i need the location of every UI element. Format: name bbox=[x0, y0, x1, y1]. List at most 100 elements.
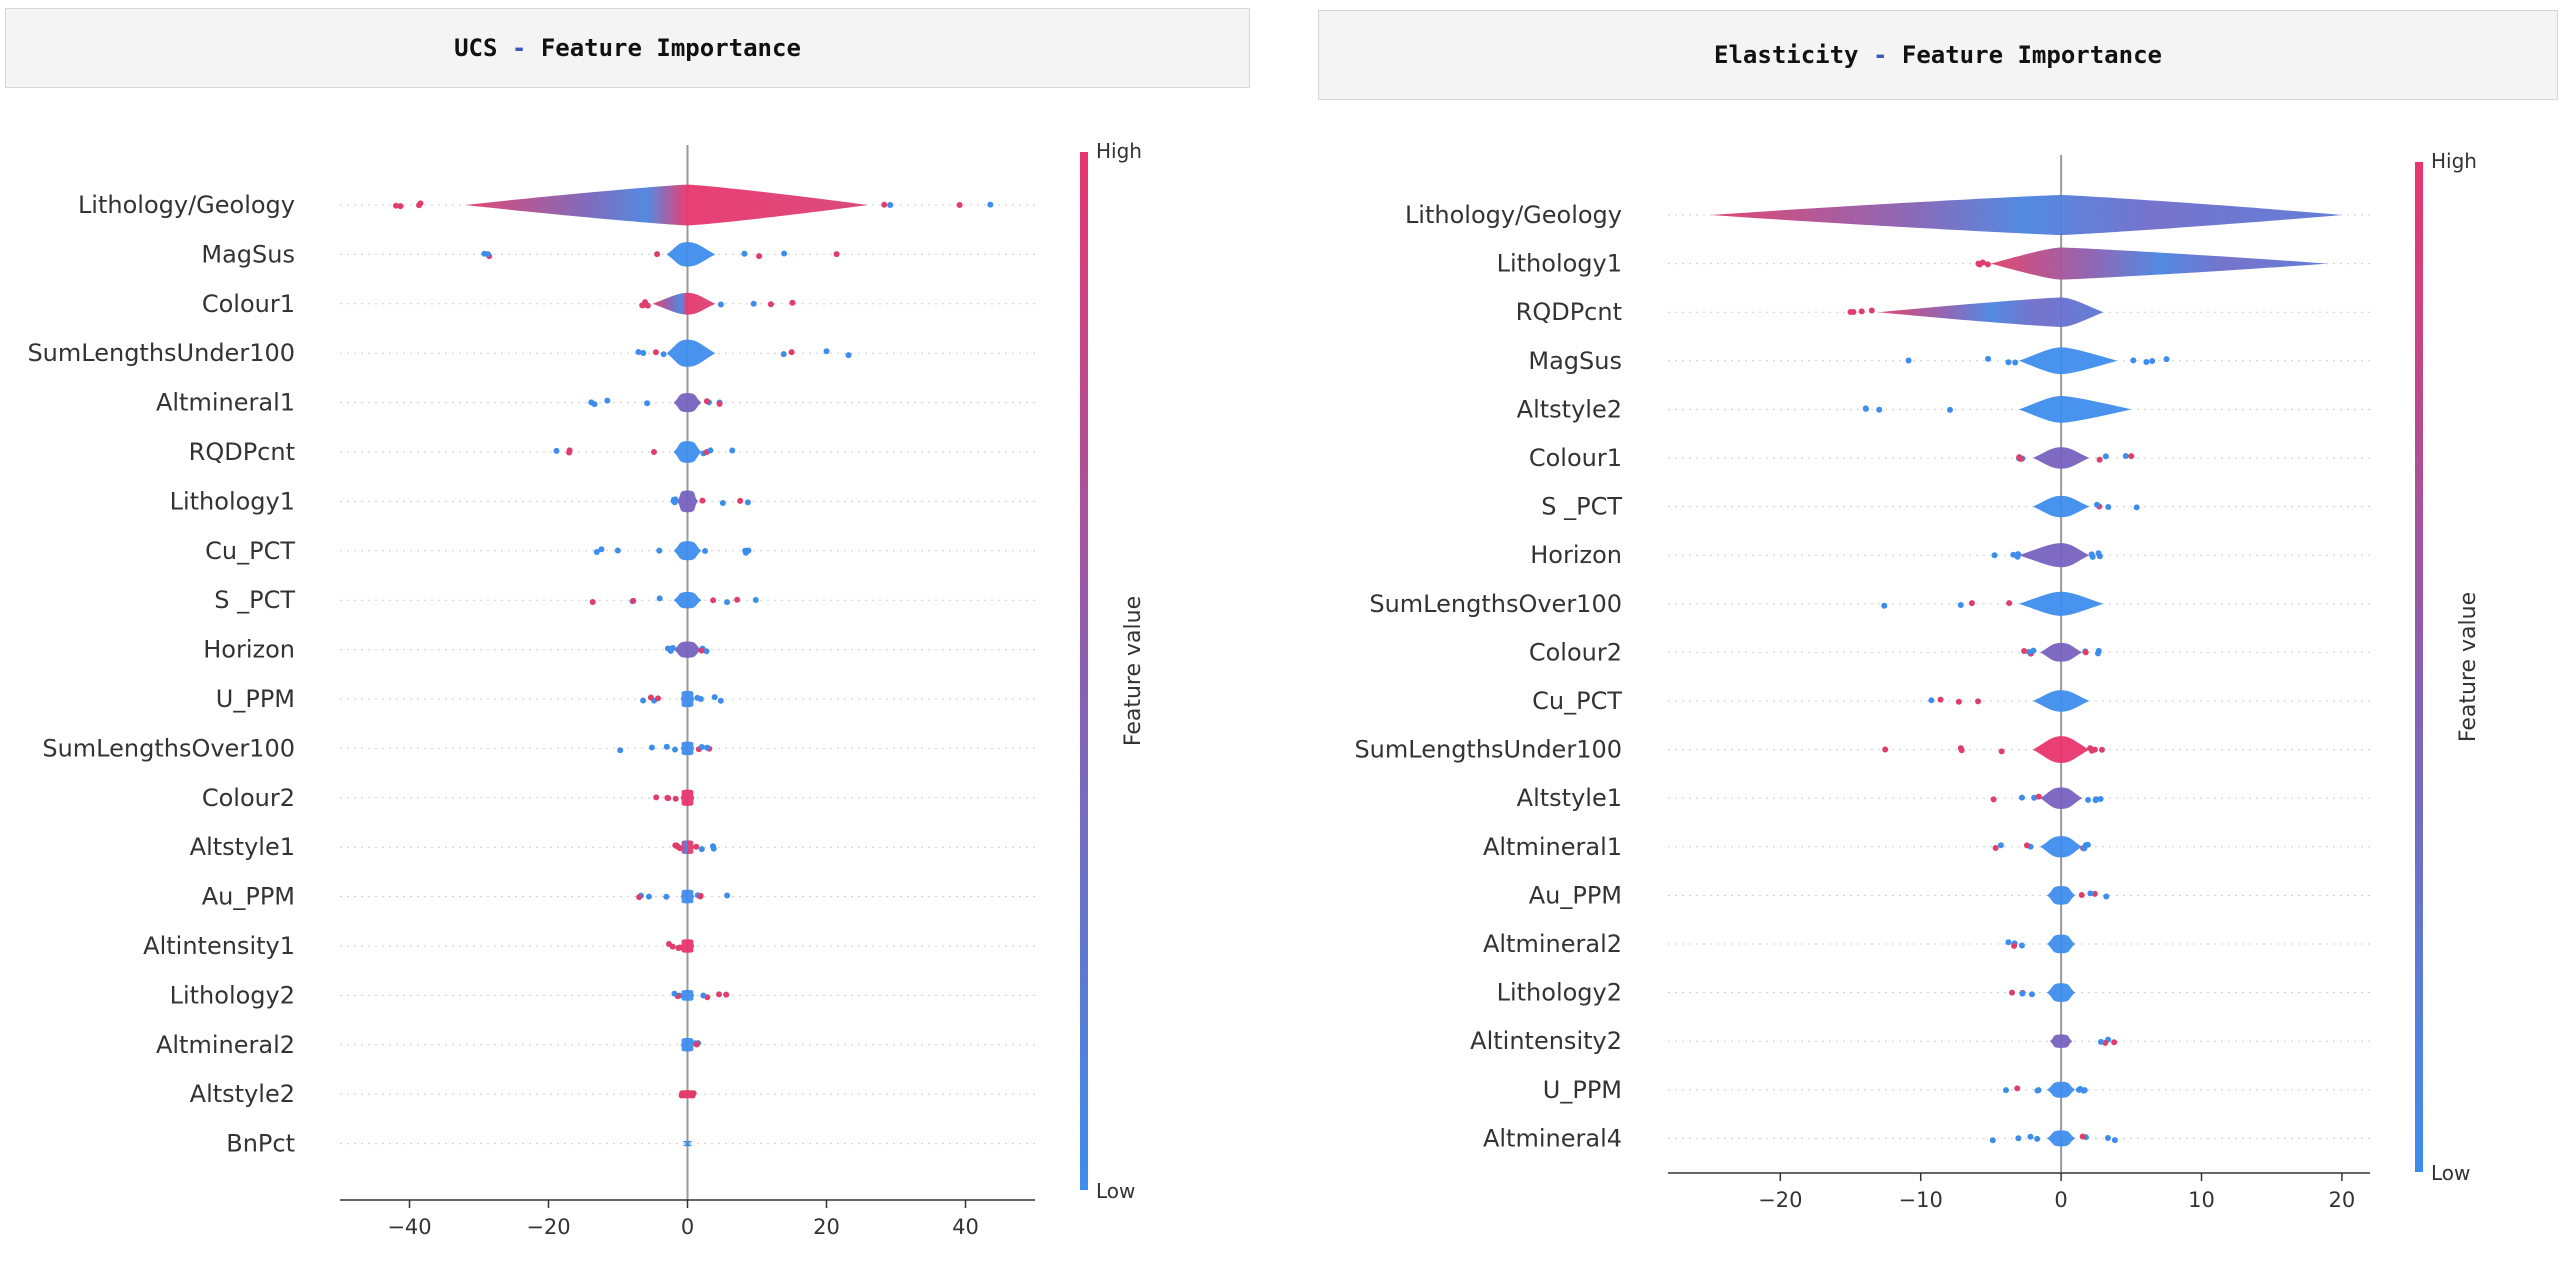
feature-point bbox=[2095, 647, 2102, 654]
feature-point bbox=[2077, 1085, 2084, 1092]
feature-point bbox=[780, 351, 787, 358]
feature-label: S _PCT bbox=[214, 586, 295, 614]
feature-label: RQDPcnt bbox=[189, 438, 295, 466]
feature-label: Altmineral2 bbox=[1483, 930, 1622, 958]
feature-point bbox=[717, 301, 724, 308]
feature-violin bbox=[2019, 396, 2132, 423]
colorbar-title: Feature value bbox=[1121, 596, 1146, 746]
feature-point bbox=[2087, 890, 2094, 897]
feature-label: Horizon bbox=[203, 636, 295, 664]
feature-point bbox=[663, 893, 670, 900]
feature-point bbox=[630, 597, 637, 604]
feature-label: Altstyle1 bbox=[1517, 784, 1622, 812]
feature-point bbox=[2030, 647, 2037, 654]
feature-point bbox=[2096, 456, 2103, 463]
feature-point bbox=[717, 697, 724, 704]
feature-point bbox=[655, 695, 662, 702]
feature-point bbox=[752, 596, 759, 603]
x-tick-label: 0 bbox=[681, 1215, 694, 1239]
feature-violin bbox=[680, 939, 695, 953]
feature-point bbox=[653, 794, 660, 801]
feature-point bbox=[1968, 600, 1975, 607]
feature-point bbox=[2014, 1085, 2021, 1092]
feature-point bbox=[2012, 359, 2019, 366]
chart-title-ucs: UCS - Feature Importance bbox=[5, 8, 1250, 88]
feature-point bbox=[1989, 1137, 1996, 1144]
feature-point bbox=[1881, 602, 1888, 609]
feature-point bbox=[2005, 359, 2012, 366]
feature-point bbox=[881, 201, 888, 208]
feature-point bbox=[2128, 453, 2135, 460]
colorbar-high-label: High bbox=[1096, 139, 1142, 163]
feature-point bbox=[392, 202, 399, 209]
feature-point bbox=[664, 794, 671, 801]
feature-point bbox=[2019, 990, 2026, 997]
feature-point bbox=[1946, 406, 1953, 413]
feature-label: Au_PPM bbox=[202, 883, 295, 911]
feature-point bbox=[833, 251, 840, 258]
feature-point bbox=[693, 843, 700, 850]
feature-point bbox=[789, 299, 796, 306]
feature-point bbox=[566, 449, 573, 456]
feature-point bbox=[1882, 746, 1889, 753]
feature-label: Lithology2 bbox=[1497, 979, 1622, 1007]
feature-point bbox=[987, 201, 994, 208]
feature-label: Altintensity1 bbox=[143, 932, 295, 960]
feature-label: U_PPM bbox=[1543, 1076, 1622, 1104]
feature-violin bbox=[2047, 983, 2076, 1002]
feature-point bbox=[598, 546, 605, 553]
feature-point bbox=[617, 747, 624, 754]
feature-point bbox=[2009, 989, 2016, 996]
feature-point bbox=[1975, 698, 1982, 705]
feature-point bbox=[710, 597, 717, 604]
x-tick-label: 0 bbox=[2054, 1188, 2067, 1212]
feature-point bbox=[823, 348, 830, 355]
feature-point bbox=[645, 893, 652, 900]
feature-violin bbox=[2047, 1081, 2076, 1098]
x-tick-label: 40 bbox=[952, 1215, 979, 1239]
feature-violin bbox=[666, 242, 716, 267]
feature-label: RQDPcnt bbox=[1516, 298, 1622, 326]
feature-point bbox=[1992, 844, 1999, 851]
feature-point bbox=[2016, 454, 2023, 461]
feature-violin bbox=[2047, 886, 2076, 905]
feature-point bbox=[2085, 796, 2092, 803]
feature-violin bbox=[2040, 643, 2083, 662]
feature-violin bbox=[1710, 194, 2342, 236]
feature-point bbox=[2089, 553, 2096, 560]
feature-violin bbox=[2047, 934, 2076, 954]
feature-point bbox=[729, 447, 736, 454]
feature-point bbox=[1976, 261, 1983, 268]
feature-point bbox=[481, 250, 488, 257]
feature-point bbox=[2105, 504, 2112, 511]
feature-point bbox=[644, 400, 651, 407]
feature-violin bbox=[673, 641, 702, 658]
feature-violin bbox=[673, 441, 702, 463]
feature-point bbox=[2081, 845, 2088, 852]
feature-point bbox=[397, 203, 404, 210]
feature-label: SumLengthsOver100 bbox=[1369, 590, 1622, 618]
feature-label: Altmineral1 bbox=[156, 389, 295, 417]
feature-violin bbox=[465, 184, 869, 226]
feature-point bbox=[2018, 942, 2025, 949]
feature-point bbox=[593, 548, 600, 555]
feature-point bbox=[1955, 698, 1962, 705]
feature-point bbox=[756, 253, 763, 260]
feature-label: Altmineral4 bbox=[1483, 1124, 1622, 1152]
feature-point bbox=[698, 647, 705, 654]
feature-point bbox=[2122, 453, 2129, 460]
feature-point bbox=[2111, 1137, 2118, 1144]
feature-point bbox=[1862, 405, 1869, 412]
colorbar bbox=[2415, 162, 2423, 1172]
feature-violin bbox=[2040, 787, 2083, 809]
feature-point bbox=[724, 599, 731, 606]
feature-point bbox=[1847, 309, 1854, 316]
feature-point bbox=[1868, 307, 1875, 314]
x-tick-label: −40 bbox=[387, 1215, 431, 1239]
feature-label: Au_PPM bbox=[1529, 881, 1622, 909]
feature-point bbox=[2097, 796, 2104, 803]
feature-point bbox=[697, 892, 704, 899]
feature-point bbox=[724, 892, 731, 899]
feature-point bbox=[2149, 357, 2156, 364]
